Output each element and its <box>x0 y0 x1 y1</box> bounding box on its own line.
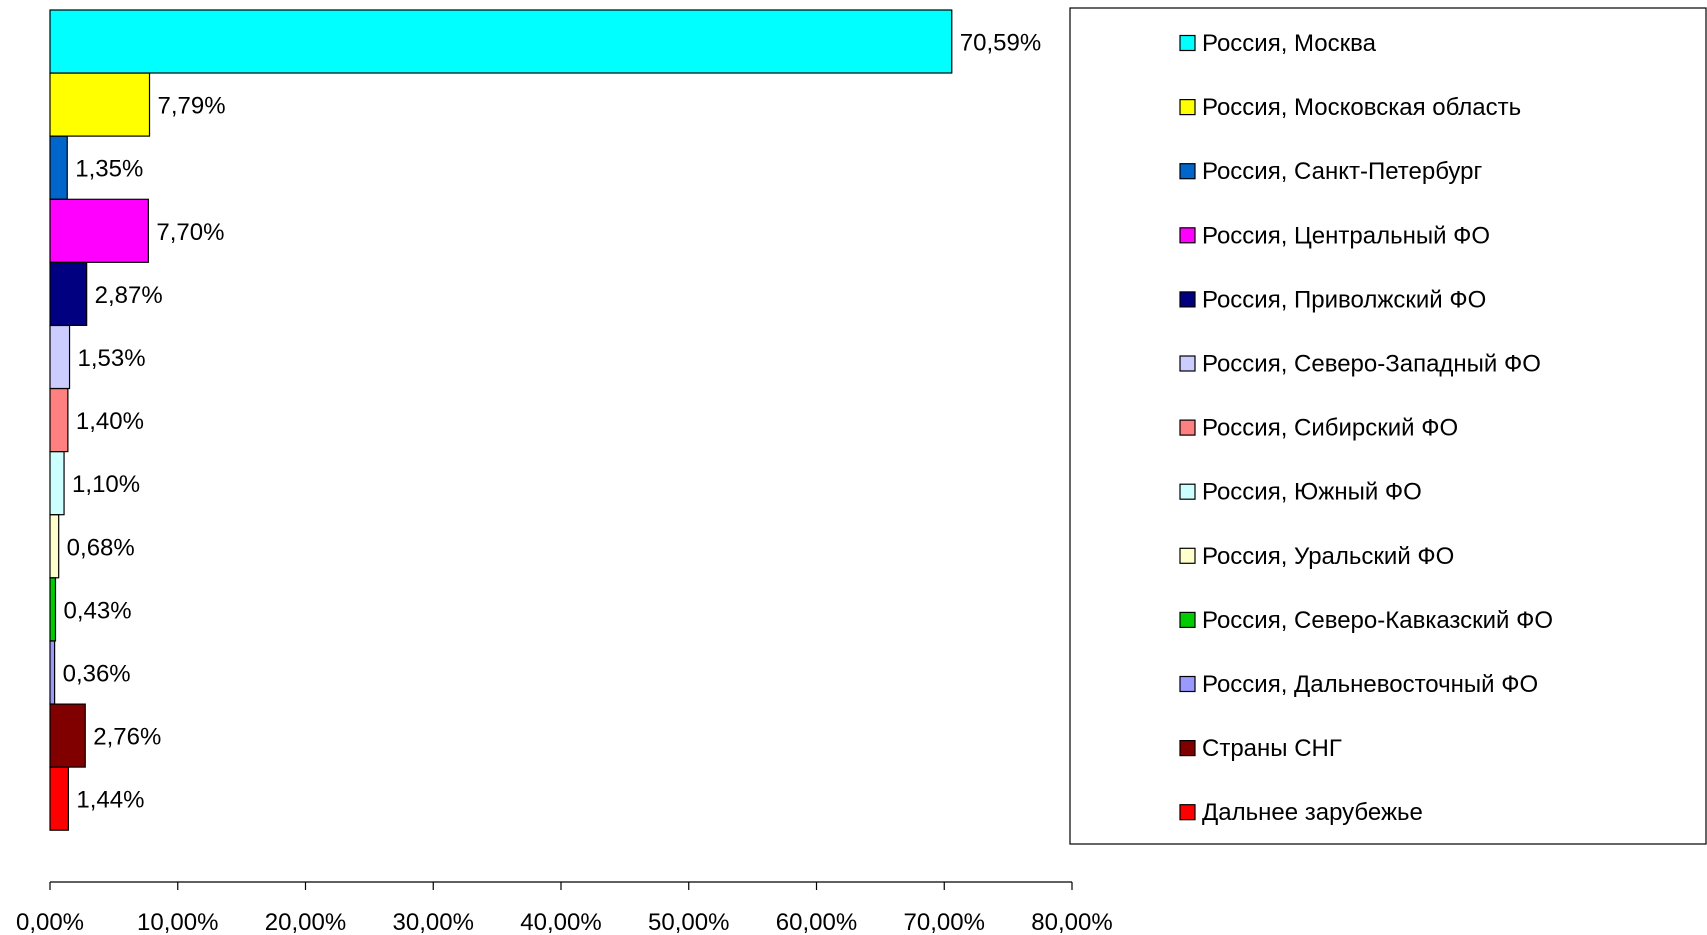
bar <box>49 261 88 326</box>
x-tick-label: 70,00% <box>904 909 985 935</box>
bar-value-label: 2,76% <box>93 724 161 751</box>
bar-value-label: 70,59% <box>960 30 1041 57</box>
legend-swatch <box>1179 355 1196 372</box>
legend-label: Россия, Санкт-Петербург <box>1202 158 1483 185</box>
legend-swatch <box>1179 163 1196 180</box>
legend-label: Россия, Северо-Западный ФО <box>1202 351 1541 378</box>
bar <box>49 640 56 705</box>
bar-value-label: 0,68% <box>67 534 135 561</box>
legend-label: Россия, Северо-Кавказский ФО <box>1202 607 1553 634</box>
legend-swatch <box>1179 547 1196 564</box>
bar-value-label: 0,36% <box>63 661 131 688</box>
legend-label: Россия, Южный ФО <box>1202 479 1422 506</box>
bar-value-label: 1,53% <box>78 345 146 372</box>
bar <box>49 766 69 831</box>
legend-label: Россия, Московская область <box>1202 94 1521 121</box>
legend: Россия, Москва Россия, Московская область… <box>1069 7 1707 845</box>
legend-label: Россия, Приволжский ФО <box>1202 286 1486 313</box>
legend-swatch <box>1179 611 1196 629</box>
bar-value-label: 1,44% <box>76 787 144 814</box>
legend-label: Россия, Уральский ФО <box>1202 543 1454 570</box>
bars-group <box>49 9 953 831</box>
bar-value-label: 2,87% <box>95 282 163 309</box>
x-tick-label: 10,00% <box>137 909 218 935</box>
bar <box>49 72 151 137</box>
legend-swatch <box>1179 804 1196 821</box>
bar <box>49 135 68 200</box>
x-tick-label: 50,00% <box>648 909 729 935</box>
legend-label: Россия, Дальневосточный ФО <box>1202 671 1538 698</box>
bar-value-label: 1,10% <box>72 471 140 498</box>
bar-value-label: 7,79% <box>158 93 226 120</box>
bar-value-label: 1,35% <box>75 156 143 183</box>
legend-swatch <box>1179 675 1196 693</box>
legend-swatch <box>1179 291 1196 308</box>
bar-value-label: 0,43% <box>63 597 131 624</box>
bar <box>49 9 953 74</box>
legend-label: Россия, Москва <box>1202 30 1377 57</box>
legend-frame <box>1069 7 1707 845</box>
x-tick-label: 30,00% <box>393 909 474 935</box>
legend-swatch <box>1179 483 1196 500</box>
legend-label: Страны СНГ <box>1202 735 1342 762</box>
bar <box>49 324 71 390</box>
bar <box>49 388 69 453</box>
legend-swatch <box>1179 34 1196 52</box>
bar-value-label: 7,70% <box>156 219 224 246</box>
bar <box>49 514 60 579</box>
x-tick-label: 80,00% <box>1031 909 1112 935</box>
legend-label: Россия, Сибирский ФО <box>1202 415 1458 442</box>
x-tick-label: 40,00% <box>520 909 601 935</box>
legend-swatch <box>1179 419 1196 436</box>
bar-labels-group: 70,59% 7,79% 1,35% 7,70% 2,87% 1,53% 1,40% 1,10… <box>63 30 1042 814</box>
bar-value-label: 1,40% <box>76 408 144 435</box>
bar <box>49 451 65 516</box>
x-tick-label: 60,00% <box>776 909 857 935</box>
x-tick-label: 20,00% <box>265 909 346 935</box>
bar <box>49 577 57 642</box>
x-tick-label: 0,00% <box>16 909 84 935</box>
legend-label: Россия, Центральный ФО <box>1202 222 1490 249</box>
legend-swatch <box>1179 227 1196 244</box>
x-axis: 0,00% 10,00% 20,00% 30,00% 40,00% 50,00% 60,00… <box>16 881 1113 935</box>
bar <box>49 198 149 263</box>
legend-label: Дальнее зарубежье <box>1202 799 1423 826</box>
bar <box>49 703 86 768</box>
legend-swatch <box>1179 98 1196 116</box>
legend-swatch <box>1179 739 1196 757</box>
